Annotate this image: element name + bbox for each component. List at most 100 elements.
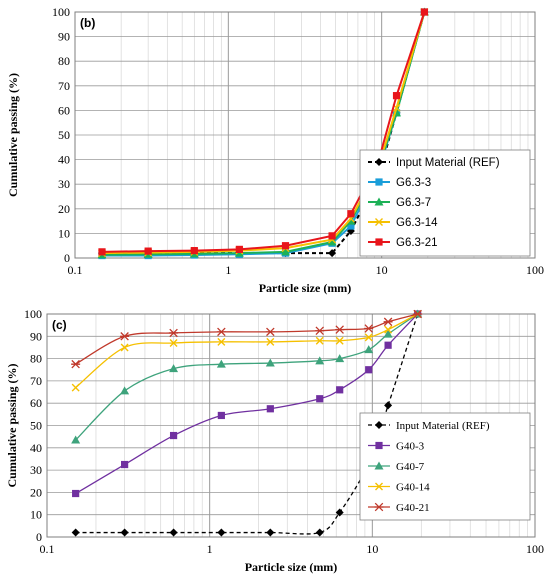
legend-marker <box>375 178 383 186</box>
series-line <box>75 313 419 441</box>
y-tick-label: 30 <box>30 463 42 477</box>
legend-marker <box>375 218 383 226</box>
x-axis-title: Particle size (mm) <box>245 560 338 574</box>
y-tick-label: 80 <box>58 54 70 68</box>
x-axis-title: Particle size (mm) <box>259 281 352 295</box>
data-point <box>281 242 290 250</box>
y-tick-label: 30 <box>58 177 70 191</box>
data-point <box>71 528 80 537</box>
series-g6-3-21 <box>98 8 429 256</box>
legend-marker <box>375 441 383 450</box>
data-point <box>316 395 324 403</box>
data-point <box>190 247 198 255</box>
data-point <box>121 460 129 469</box>
data-point <box>217 337 226 346</box>
x-tick-label: 1 <box>225 263 231 277</box>
data-point <box>98 248 106 256</box>
legend-marker <box>374 461 384 470</box>
series-line <box>75 313 418 389</box>
data-point <box>169 328 179 338</box>
data-point <box>217 411 225 420</box>
plot-border <box>46 313 536 538</box>
panel-label: (c) <box>52 318 67 332</box>
y-tick-label: 70 <box>58 79 70 93</box>
legend-label: Input Material (REF) <box>396 157 500 169</box>
y-axis-title: Cumulative passing (%) <box>5 363 19 487</box>
data-point <box>120 528 129 537</box>
data-point <box>71 435 81 444</box>
series-line <box>101 11 426 253</box>
series-line <box>75 313 418 365</box>
legend-label: G40-3 <box>396 441 425 453</box>
chart-panel-b: 0 10 20 30 40 50 60 70 80 90 100 0.1 1 10 100 Particle … <box>6 5 544 295</box>
data-point <box>315 326 325 335</box>
data-point <box>383 329 393 338</box>
data-point <box>383 317 393 327</box>
data-point <box>169 528 178 537</box>
data-point <box>71 383 80 392</box>
data-point <box>364 345 374 354</box>
data-point <box>169 338 178 347</box>
y-tick-label: 40 <box>30 441 42 455</box>
y-tick-label: 90 <box>30 329 42 343</box>
data-point <box>384 341 392 349</box>
data-point <box>413 309 423 319</box>
data-point <box>265 327 275 337</box>
data-point <box>365 366 373 374</box>
y-tick-label: 0 <box>36 530 42 544</box>
y-tick-label: 10 <box>30 508 42 522</box>
data-point <box>335 508 344 517</box>
data-point <box>384 401 393 410</box>
legend-marker <box>374 502 384 512</box>
x-tick-label: 0.1 <box>40 542 55 556</box>
data-point <box>265 358 275 367</box>
data-point <box>71 359 81 369</box>
legend-label: G6.3-7 <box>396 197 431 209</box>
y-tick-label: 60 <box>30 396 42 410</box>
y-axis-title: Cumulative passing (%) <box>6 73 20 197</box>
y-tick-label: 70 <box>30 374 42 388</box>
data-point <box>315 336 324 345</box>
data-point <box>328 232 336 240</box>
series-g40-14 <box>71 310 422 392</box>
data-point <box>364 333 373 342</box>
legend-marker <box>375 238 383 246</box>
legend-marker <box>374 197 384 206</box>
data-point <box>315 528 324 537</box>
legend: Input Material (REF) G6.3-3 G6.3-7 G6.3-14 G… <box>359 149 531 257</box>
data-point <box>144 247 152 255</box>
data-point <box>347 222 355 230</box>
data-point <box>120 343 129 352</box>
x-tick-label: 1 <box>207 542 213 556</box>
data-point <box>120 332 130 341</box>
y-tick-label: 60 <box>58 103 70 117</box>
data-point <box>266 528 275 537</box>
x-tick-label: 100 <box>526 263 544 277</box>
x-tick-label: 100 <box>526 542 544 556</box>
legend-marker <box>375 482 383 491</box>
legend-label: G40-7 <box>396 461 425 473</box>
y-tick-label: 0 <box>64 251 70 265</box>
legend-marker <box>375 421 383 429</box>
series-line <box>101 11 426 256</box>
data-point <box>315 356 325 365</box>
data-point <box>335 336 344 345</box>
data-point <box>235 245 243 253</box>
series-line <box>75 313 419 495</box>
data-point <box>336 386 344 394</box>
series-g40-21 <box>71 309 423 369</box>
data-point <box>392 92 401 100</box>
data-point <box>281 247 291 256</box>
data-point <box>266 337 275 346</box>
data-point <box>335 325 345 334</box>
data-point <box>72 489 80 498</box>
y-tick-label: 20 <box>58 202 70 216</box>
legend-label: G40-14 <box>396 482 430 494</box>
legend-label: G6.3-21 <box>396 237 438 249</box>
x-tick-label: 0.1 <box>68 263 83 277</box>
y-tick-label: 80 <box>30 352 42 366</box>
legend-label: G40-21 <box>396 502 430 514</box>
data-point <box>327 237 337 246</box>
data-point <box>169 431 178 440</box>
